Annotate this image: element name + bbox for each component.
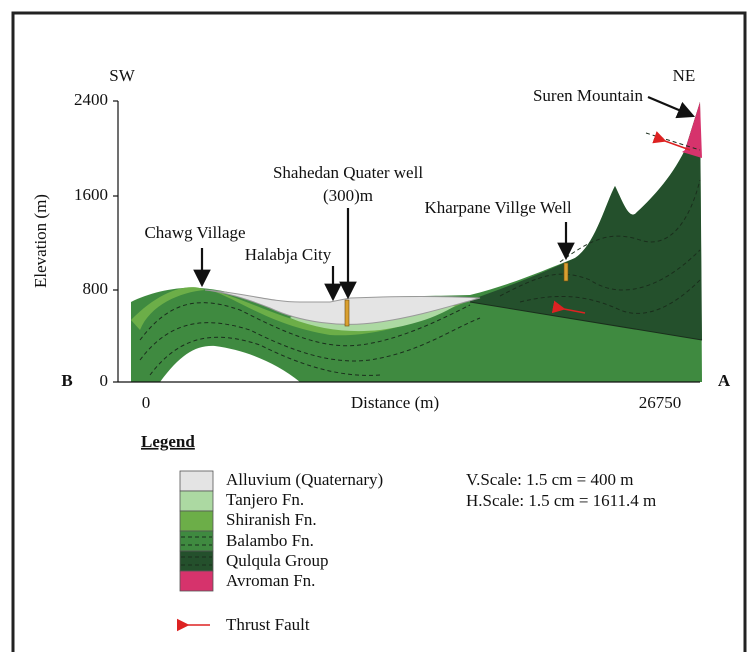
x-tick-label: 26750 — [639, 393, 682, 412]
y-tick-label: 0 — [100, 371, 109, 390]
scale-note: V.Scale: 1.5 cm = 400 m — [466, 470, 633, 489]
scale-note: H.Scale: 1.5 cm = 1611.4 m — [466, 491, 656, 510]
point-label: B — [61, 371, 72, 390]
annotation: Chawg Village — [144, 223, 245, 242]
legend-item: Tanjero Fn. — [226, 490, 304, 509]
legend-title: Legend — [141, 432, 195, 451]
legend-item: Alluvium (Quaternary) — [226, 470, 383, 489]
annotation: Suren Mountain — [533, 86, 644, 105]
annotation: (300)m — [323, 186, 373, 205]
annotation: Kharpane Villge Well — [424, 198, 571, 217]
y-tick-label: 1600 — [74, 185, 108, 204]
direction-label: SW — [109, 66, 135, 85]
x-title: Distance (m) — [351, 393, 439, 412]
legend-item: Thrust Fault — [226, 615, 310, 634]
legend-swatches — [180, 471, 213, 591]
y-tick-label: 2400 — [74, 90, 108, 109]
legend-item: Shiranish Fn. — [226, 510, 317, 529]
direction-label: NE — [673, 66, 696, 85]
legend-item: Avroman Fn. — [226, 571, 315, 590]
cross-section — [131, 102, 702, 382]
y-title: Elevation (m) — [31, 194, 50, 288]
y-tick-label: 800 — [83, 279, 109, 298]
annotation: Halabja City — [245, 245, 332, 264]
legend-item: Qulqula Group — [226, 551, 328, 570]
legend-item: Balambo Fn. — [226, 531, 314, 550]
point-label: A — [718, 371, 731, 390]
annotation: Shahedan Quater well — [273, 163, 423, 182]
x-tick-label: 0 — [142, 393, 151, 412]
figure: 2400 1600 800 0 Elevation (m) 0 26750 Di… — [0, 0, 756, 652]
